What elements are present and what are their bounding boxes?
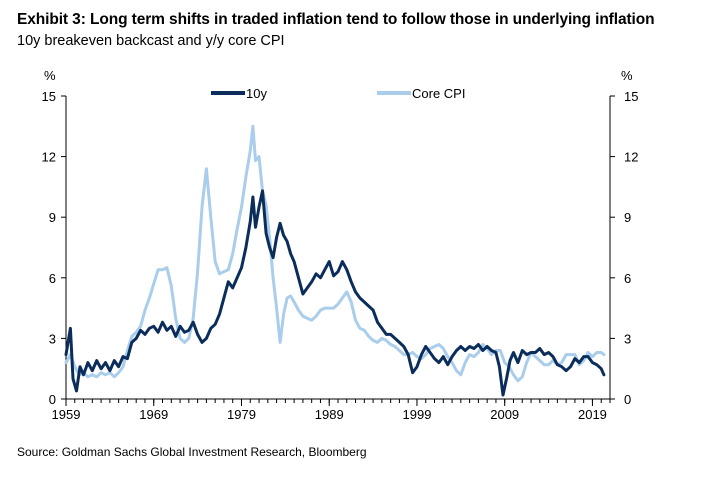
chart-subtitle: 10y breakeven backcast and y/y core CPI	[17, 33, 285, 49]
left-y-tick-label: 0	[49, 392, 56, 407]
x-tick-label: 1979	[227, 407, 256, 422]
source-note: Source: Goldman Sachs Global Investment …	[17, 445, 367, 459]
x-tick-label: 2019	[578, 407, 607, 422]
legend: 10y Core CPI	[211, 86, 465, 101]
legend-label-10y: 10y	[246, 86, 267, 101]
right-y-tick-label: 6	[624, 271, 631, 286]
x-tick-label: 1989	[315, 407, 344, 422]
x-tick-label: 1999	[403, 407, 432, 422]
right-y-tick-label: 9	[624, 210, 631, 225]
left-y-tick-label: 15	[42, 89, 56, 104]
x-tick-label: 2009	[490, 407, 519, 422]
chart-title: Exhibit 3: Long term shifts in traded in…	[17, 11, 655, 28]
right-y-tick-label: 0	[624, 392, 631, 407]
line-chart: % % 0 0 3 3 6 6 9 9 12 12 15 15 1959 1969 1979 1989 1999 20…	[42, 68, 639, 422]
left-y-tick-label: 3	[49, 331, 56, 346]
legend-label-core-cpi: Core CPI	[412, 86, 465, 101]
series-line-core-cpi	[64, 124, 606, 383]
left-y-tick-label: 6	[49, 271, 56, 286]
series-layer	[64, 124, 606, 397]
left-axis-unit-label: %	[44, 68, 56, 83]
right-y-tick-label: 3	[624, 331, 631, 346]
right-axis-unit-label: %	[621, 68, 633, 83]
right-y-tick-label: 12	[624, 150, 638, 165]
axes-group: % % 0 0 3 3 6 6 9 9 12 12 15 15 1959 1969 1979 1989 1999 20…	[42, 68, 639, 422]
left-y-tick-label: 9	[49, 210, 56, 225]
x-tick-label: 1969	[139, 407, 168, 422]
right-y-tick-label: 15	[624, 89, 638, 104]
series-line-10y	[64, 189, 606, 397]
left-y-tick-label: 12	[42, 150, 56, 165]
x-tick-label: 1959	[52, 407, 81, 422]
